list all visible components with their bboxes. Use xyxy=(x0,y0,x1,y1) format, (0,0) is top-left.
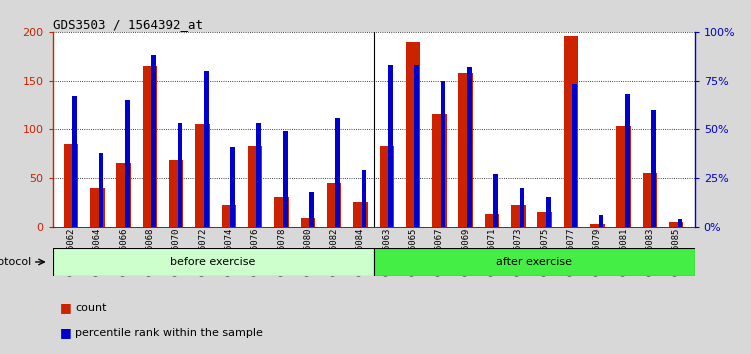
Text: protocol: protocol xyxy=(0,257,32,267)
Bar xyxy=(520,188,524,227)
Bar xyxy=(327,183,342,227)
Bar xyxy=(415,65,419,227)
Text: after exercise: after exercise xyxy=(496,257,572,267)
Bar xyxy=(625,94,629,227)
Bar xyxy=(643,173,657,227)
Bar xyxy=(493,174,498,227)
Bar xyxy=(669,222,683,227)
Bar xyxy=(309,192,314,227)
Bar xyxy=(406,42,421,227)
Bar xyxy=(125,100,130,227)
Bar xyxy=(432,114,447,227)
Bar xyxy=(256,124,261,227)
Bar xyxy=(511,205,526,227)
Bar xyxy=(177,124,182,227)
Bar xyxy=(374,248,695,276)
Text: count: count xyxy=(75,303,107,313)
Text: before exercise: before exercise xyxy=(170,257,256,267)
Bar xyxy=(651,110,656,227)
Bar xyxy=(459,73,473,227)
Bar xyxy=(90,188,104,227)
Bar xyxy=(274,198,288,227)
Bar xyxy=(53,248,374,276)
Bar xyxy=(677,219,682,227)
Bar xyxy=(195,124,210,227)
Bar xyxy=(143,66,157,227)
Bar xyxy=(336,118,340,227)
Bar xyxy=(379,146,394,227)
Bar xyxy=(546,198,550,227)
Text: ■: ■ xyxy=(60,302,72,314)
Bar xyxy=(116,163,131,227)
Bar xyxy=(353,202,368,227)
Bar xyxy=(564,36,578,227)
Bar xyxy=(169,160,183,227)
Bar xyxy=(599,215,603,227)
Bar xyxy=(151,55,156,227)
Bar xyxy=(64,144,78,227)
Bar xyxy=(222,205,236,227)
Bar xyxy=(467,67,472,227)
Bar xyxy=(617,126,631,227)
Text: ■: ■ xyxy=(60,326,72,339)
Bar xyxy=(300,218,315,227)
Bar xyxy=(485,214,499,227)
Bar xyxy=(538,212,552,227)
Bar xyxy=(72,96,77,227)
Bar xyxy=(572,84,577,227)
Bar xyxy=(362,170,366,227)
Text: GDS3503 / 1564392_at: GDS3503 / 1564392_at xyxy=(53,18,203,31)
Bar xyxy=(98,153,104,227)
Bar xyxy=(248,146,262,227)
Bar xyxy=(230,147,235,227)
Bar xyxy=(590,224,605,227)
Text: percentile rank within the sample: percentile rank within the sample xyxy=(75,328,263,338)
Bar xyxy=(388,65,393,227)
Bar xyxy=(283,131,288,227)
Bar xyxy=(204,71,209,227)
Bar xyxy=(441,81,445,227)
